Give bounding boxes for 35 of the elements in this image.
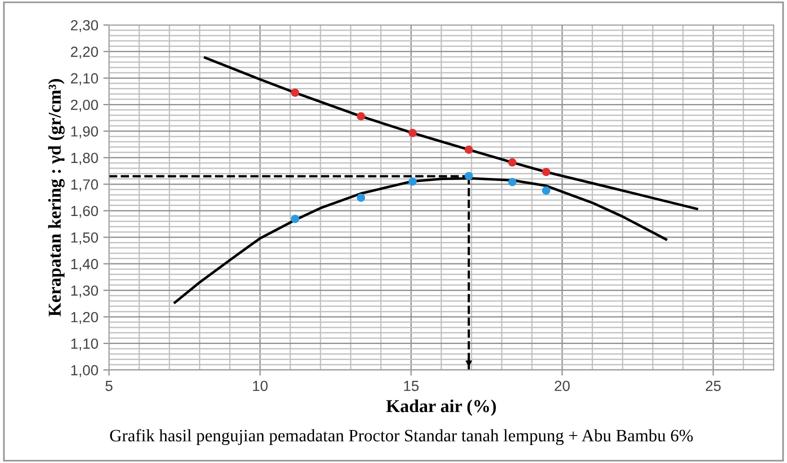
point [356,194,366,202]
x-tick-label: 10 [253,380,268,392]
point [464,146,473,154]
y-tick-label: 1,20 [71,312,98,324]
point [508,178,516,186]
x-tick-label: 25 [706,380,721,392]
point [542,186,550,195]
y-axis-title: Kerapatan kering : γd (gr/cm³) [48,79,65,316]
y-tick-label: 1,00 [71,365,98,378]
y-tick-label: 2,10 [70,73,98,86]
line-series [204,56,698,210]
point [508,158,516,167]
y-tick-label: 1,10 [71,338,98,351]
y-tick-label: 1,70 [71,179,98,192]
point [290,214,300,224]
y-tick-label: 1,90 [71,126,98,138]
point [408,177,417,186]
point [464,172,473,180]
text: Grafik hasil pengujian pemadatan Proctor Standar tanah lempung + Abu Bambu 6% [110,429,693,446]
x-tick-label: 20 [554,380,570,392]
y-tick-label: 1,60 [71,206,98,218]
y-tick-label: 2,30 [70,20,98,32]
y-tick-label: 1,50 [71,232,98,244]
x-tick-label: 5 [106,380,112,392]
y-tick-label: 1,80 [71,152,98,165]
y-tick-label: 1,40 [71,258,98,271]
point [408,128,417,138]
point [290,88,300,97]
x-axis-title: Kadar air (%) [386,400,496,416]
y-tick-label: 1,30 [71,285,98,298]
y-tick-label: 2,20 [70,46,98,59]
y-tick-label: 2,00 [70,100,98,112]
point [542,168,550,176]
point [356,112,366,120]
x-tick-label: 15 [404,380,419,392]
